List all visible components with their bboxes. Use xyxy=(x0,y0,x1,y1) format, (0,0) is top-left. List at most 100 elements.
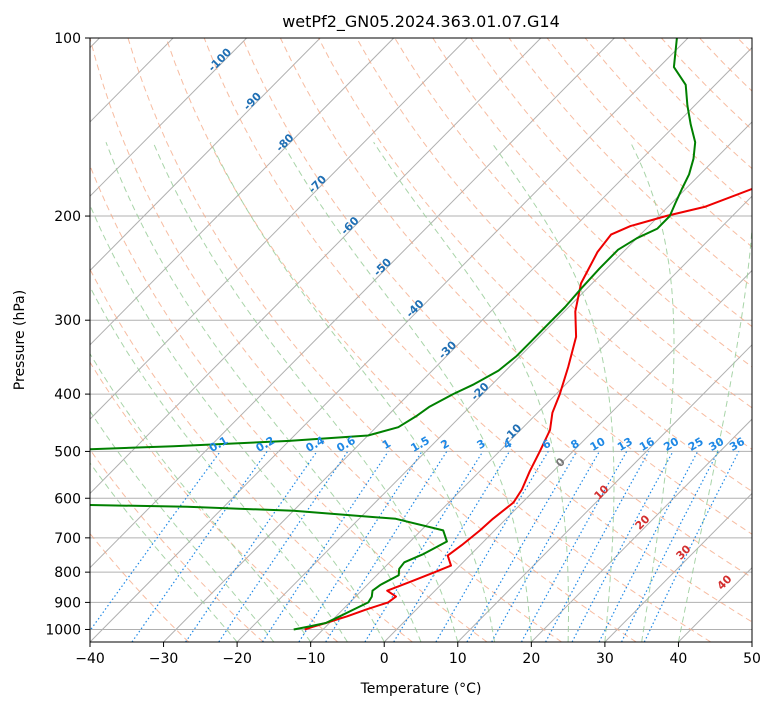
isotherm xyxy=(236,121,752,642)
isotherm xyxy=(90,38,247,197)
dry-adiabat xyxy=(279,38,752,535)
moist-adiabat xyxy=(105,142,422,642)
moist-adiabat xyxy=(90,203,385,642)
isotherm-label: -60 xyxy=(338,214,361,237)
isotherm xyxy=(90,38,321,272)
mixing-ratio-line xyxy=(435,451,549,642)
dewpoint-line xyxy=(90,38,697,631)
dry-adiabat xyxy=(546,38,752,248)
y-tick-label: 400 xyxy=(54,387,81,403)
mixing-ratio-label: 2 xyxy=(438,437,451,452)
dry-adiabat xyxy=(90,361,339,642)
x-tick-label: −10 xyxy=(296,651,326,667)
mixing-ratio-line xyxy=(571,451,674,642)
moist-adiabat-label: 40 xyxy=(715,572,735,592)
mixing-ratio-line xyxy=(131,451,268,642)
mixing-ratio-line xyxy=(491,451,600,642)
dry-adiabat xyxy=(241,38,752,579)
isotherm xyxy=(90,38,468,420)
isotherm-label: -100 xyxy=(206,45,235,74)
isotherm xyxy=(751,641,752,642)
dry-adiabat xyxy=(165,38,712,642)
y-tick-label: 300 xyxy=(54,313,81,329)
isotherm-label: -90 xyxy=(241,90,264,113)
x-tick-label: 0 xyxy=(380,651,389,667)
mixing-ratio-line xyxy=(545,451,650,642)
sounding-profiles xyxy=(90,38,752,631)
dry-adiabat xyxy=(394,38,752,409)
x-tick-label: 10 xyxy=(449,651,467,667)
dry-adiabat xyxy=(432,38,752,368)
dry-adiabat xyxy=(470,38,752,328)
dry-adiabat xyxy=(203,38,752,623)
mixing-ratio-line xyxy=(218,451,349,642)
moist-adiabat xyxy=(90,285,348,642)
dry-adiabat xyxy=(127,38,637,642)
isotherm-label: -70 xyxy=(306,173,329,196)
isotherm xyxy=(604,492,752,642)
moist-adiabat xyxy=(90,462,238,642)
isotherm-label: -50 xyxy=(371,255,394,278)
moist-adiabat xyxy=(630,141,675,642)
mixing-ratio-line xyxy=(643,451,740,642)
moist-adiabat xyxy=(373,141,569,642)
moist-adiabat xyxy=(490,141,615,642)
dry-adiabat xyxy=(318,38,752,492)
x-tick-label: 30 xyxy=(596,651,614,667)
dry-adiabat xyxy=(90,268,413,642)
x-tick-label: −30 xyxy=(149,651,179,667)
dry-adiabat xyxy=(508,38,752,288)
mixing-ratio-line xyxy=(325,451,448,642)
mixing-ratio-line xyxy=(298,451,423,642)
moist-adiabat-label: 0 xyxy=(553,455,568,470)
x-tick-label: −40 xyxy=(75,651,105,667)
y-tick-label: 600 xyxy=(54,491,81,507)
dry-adiabat xyxy=(737,38,752,54)
mixing-ratio-line xyxy=(520,451,628,642)
background-lines xyxy=(90,38,752,642)
mixing-ratio-line xyxy=(621,451,719,642)
isotherm xyxy=(310,195,752,642)
y-tick-label: 800 xyxy=(54,565,81,581)
mixing-ratio-line xyxy=(364,451,484,642)
isotherm xyxy=(457,344,752,642)
isotherm xyxy=(90,38,615,569)
mixing-ratio-line xyxy=(185,451,318,642)
moist-adiabat xyxy=(210,141,496,642)
mixing-ratio-label: 6 xyxy=(540,437,553,452)
mixing-ratio-line xyxy=(393,451,511,642)
chart-title: wetPf2_GN05.2024.363.01.07.G14 xyxy=(282,12,560,32)
moist-adiabat xyxy=(281,141,532,642)
dry-adiabat xyxy=(90,38,562,642)
plot-frame xyxy=(89,37,753,643)
temperature-line xyxy=(304,187,752,631)
isotherm-label: -20 xyxy=(468,380,491,403)
moist-adiabat xyxy=(90,352,312,642)
x-tick-label: 50 xyxy=(743,651,761,667)
isotherm-label: -40 xyxy=(403,297,426,320)
y-tick-label: 500 xyxy=(54,444,81,460)
y-tick-label: 200 xyxy=(54,209,81,225)
x-tick-label: 20 xyxy=(522,651,540,667)
isotherm xyxy=(383,269,752,642)
moist-adiabat-label: 20 xyxy=(633,512,653,532)
isotherm xyxy=(163,46,752,642)
isotherm-label: -80 xyxy=(273,131,296,154)
moist-adiabat xyxy=(90,410,275,642)
axis-ticks: −40 −30 −20 −10 0 10 20 30 40 5010020030040050060… xyxy=(45,31,761,667)
y-tick-label: 1000 xyxy=(45,622,81,638)
moist-adiabat xyxy=(677,222,752,642)
y-tick-label: 100 xyxy=(54,31,81,47)
isotherm xyxy=(90,38,395,346)
mixing-ratio-line xyxy=(261,451,389,642)
x-axis-title: Temperature (°C) xyxy=(360,681,482,697)
x-tick-label: −20 xyxy=(222,651,252,667)
x-tick-label: 40 xyxy=(670,651,688,667)
y-tick-label: 900 xyxy=(54,595,81,611)
mixing-ratio-line xyxy=(90,451,221,632)
moist-adiabat xyxy=(152,142,459,642)
y-axis-title: Pressure (hPa) xyxy=(12,290,28,390)
dry-adiabat xyxy=(90,164,488,642)
isotherm xyxy=(90,38,542,495)
